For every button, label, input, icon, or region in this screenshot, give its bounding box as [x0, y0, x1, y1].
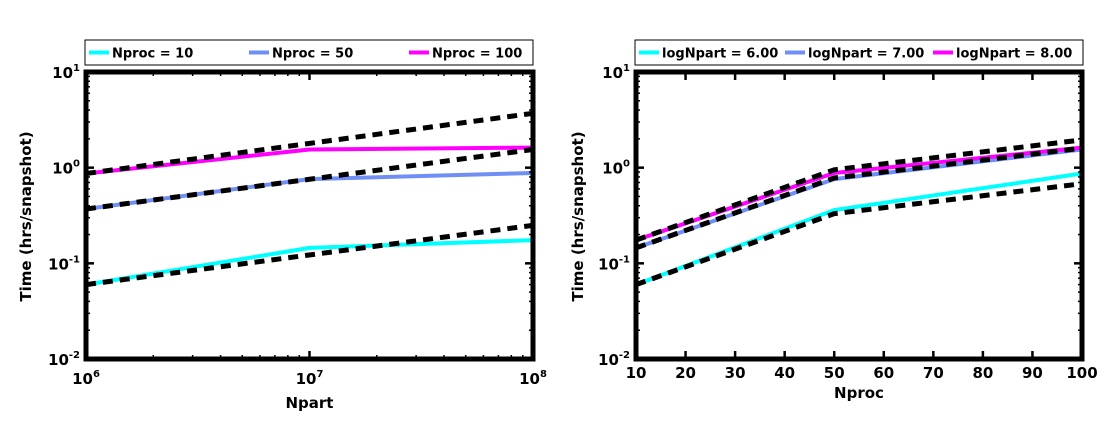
fit-line-1 [86, 222, 533, 288]
y-axis-label: Time (hrs/snapshot) [569, 131, 587, 301]
series-line-1 [86, 238, 533, 287]
y-tick-label: 101 [52, 63, 80, 82]
fit-line-2 [86, 147, 533, 212]
x-tick-label: 100 [1066, 364, 1097, 382]
fit-line-3 [636, 137, 1082, 243]
x-tick-label: 30 [725, 364, 746, 382]
plot-area [636, 137, 1082, 287]
x-tick-label: 40 [774, 364, 795, 382]
y-tick-label: 100 [52, 159, 80, 178]
x-tick-label: 70 [923, 364, 944, 382]
x-tick-label: 106 [72, 369, 100, 388]
x-tick-label: 108 [519, 369, 547, 388]
plot-area [86, 110, 533, 288]
axes-frame [633, 69, 1085, 362]
x-tick-label: 50 [824, 364, 845, 382]
fit-line-2 [636, 145, 1082, 251]
chart-panel-2: 10 20 30 40 50 60 70 80 90 100 10-2 10-1 100 101 Nproc… [569, 39, 1098, 402]
fit-line-3 [86, 110, 533, 176]
x-tick-label: 80 [972, 364, 993, 382]
legend-box [634, 39, 1084, 66]
y-tick-label: 100 [602, 159, 630, 178]
y-tick-label: 10-2 [598, 350, 630, 369]
x-tick-label: 10 [626, 364, 647, 382]
legend-box [84, 39, 534, 66]
legend-entry-2: Nproc = 50 [272, 47, 353, 62]
x-tick-label: 20 [675, 364, 696, 382]
legend-entry-2: logNpart = 7.00 [808, 47, 924, 62]
chart-panel-1: 106 107 108 10-2 10-1 100 101 Npart Time (hrs/sn… [17, 39, 547, 412]
x-axis-label: Nproc [834, 384, 884, 402]
fit-line-1 [636, 181, 1082, 287]
legend-entry-3: Nproc = 100 [432, 47, 522, 62]
x-tick-label: 60 [873, 364, 894, 382]
y-tick-label: 10-2 [48, 350, 80, 369]
x-tick-label: 90 [1022, 364, 1043, 382]
x-axis-label: Npart [286, 394, 334, 412]
legend-entry-3: logNpart = 8.00 [956, 47, 1072, 62]
legend-entry-1: Nproc = 10 [112, 47, 193, 62]
y-tick-label: 101 [602, 63, 630, 82]
y-tick-label: 10-1 [598, 254, 630, 273]
axes-frame [83, 69, 536, 362]
legend: Nproc = 10 Nproc = 50 Nproc = 100 [84, 39, 534, 66]
y-tick-label: 10-1 [48, 254, 80, 273]
legend-entry-1: logNpart = 6.00 [662, 47, 778, 62]
x-tick-label: 107 [296, 369, 324, 388]
legend: logNpart = 6.00 logNpart = 7.00 logNpart =… [634, 39, 1084, 66]
y-axis-label: Time (hrs/snapshot) [17, 131, 35, 301]
series-line-2 [636, 147, 1082, 250]
